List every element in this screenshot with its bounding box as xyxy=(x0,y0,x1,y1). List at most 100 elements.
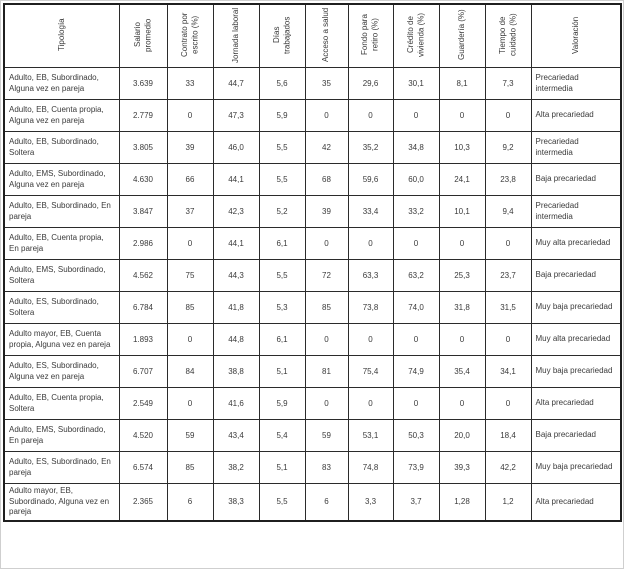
column-header-credito: Crédito de vivienda (%) xyxy=(392,3,440,68)
cell-tipologia: Adulto, ES, Subordinado, Alguna vez en p… xyxy=(3,355,120,388)
cell-tiempo: 18,4 xyxy=(484,419,532,452)
cell-salario: 6.707 xyxy=(118,355,168,388)
column-header-dias: Días trabajados xyxy=(258,3,306,68)
cell-guarderia: 0 xyxy=(438,227,486,260)
cell-salario: 3.805 xyxy=(118,131,168,164)
column-header-guarderia: Guardería (%) xyxy=(438,3,486,68)
cell-guarderia: 25,3 xyxy=(438,259,486,292)
cell-contrato: 85 xyxy=(166,451,214,484)
cell-guarderia: 0 xyxy=(438,323,486,356)
cell-valoracion: Precariedad intermedia xyxy=(530,67,622,100)
cell-contrato: 66 xyxy=(166,163,214,196)
cell-acceso: 0 xyxy=(304,227,349,260)
column-header-jornada: Jornada laboral xyxy=(212,3,260,68)
cell-acceso: 83 xyxy=(304,451,349,484)
column-header-label: Tipología xyxy=(56,18,66,52)
cell-contrato: 33 xyxy=(166,67,214,100)
cell-tipologia: Adulto, EMS, Subordinado, Alguna vez en … xyxy=(3,163,120,196)
cell-credito: 0 xyxy=(392,387,440,420)
cell-acceso: 35 xyxy=(304,67,349,100)
column-header-label: Jornada laboral xyxy=(230,7,240,63)
cell-contrato: 59 xyxy=(166,419,214,452)
cell-tiempo: 0 xyxy=(484,387,532,420)
cell-fondo: 75,4 xyxy=(347,355,394,388)
column-header-tiempo: Tiempo de cuidado (%) xyxy=(484,3,532,68)
cell-salario: 3.847 xyxy=(118,195,168,228)
cell-fondo: 0 xyxy=(347,323,394,356)
cell-acceso: 0 xyxy=(304,387,349,420)
cell-dias: 5,5 xyxy=(258,482,306,522)
cell-salario: 2.779 xyxy=(118,99,168,132)
cell-acceso: 6 xyxy=(304,482,349,522)
cell-fondo: 73,8 xyxy=(347,291,394,324)
cell-contrato: 84 xyxy=(166,355,214,388)
cell-guarderia: 24,1 xyxy=(438,163,486,196)
cell-dias: 5,1 xyxy=(258,355,306,388)
cell-tiempo: 1,2 xyxy=(484,482,532,522)
column-header-valoracion: Valoración xyxy=(530,3,622,68)
table-row: Adulto mayor, EB, Subordinado, Alguna ve… xyxy=(3,482,622,522)
cell-valoracion: Baja precariedad xyxy=(530,419,622,452)
cell-acceso: 59 xyxy=(304,419,349,452)
cell-valoracion: Precariedad intermedia xyxy=(530,195,622,228)
cell-valoracion: Alta precariedad xyxy=(530,482,622,522)
table-row: Adulto, EB, Cuenta propia, Soltera 2.549 0… xyxy=(3,387,622,420)
column-header-salario: Salario promedio xyxy=(118,3,168,68)
cell-tipologia: Adulto, EB, Cuenta propia, Alguna vez en… xyxy=(3,99,120,132)
column-header-label: Salario promedio xyxy=(132,18,152,52)
cell-credito: 0 xyxy=(392,99,440,132)
cell-tipologia: Adulto, EB, Cuenta propia, En pareja xyxy=(3,227,120,260)
cell-guarderia: 0 xyxy=(438,387,486,420)
cell-tiempo: 9,2 xyxy=(484,131,532,164)
cell-credito: 73,9 xyxy=(392,451,440,484)
cell-credito: 63,2 xyxy=(392,259,440,292)
cell-dias: 5,2 xyxy=(258,195,306,228)
cell-dias: 5,5 xyxy=(258,163,306,196)
cell-credito: 74,9 xyxy=(392,355,440,388)
cell-fondo: 74,8 xyxy=(347,451,394,484)
cell-acceso: 0 xyxy=(304,323,349,356)
column-header-label: Fondo para retiro (%) xyxy=(360,14,380,56)
header-row: Tipología Salario promedio Contrato por es… xyxy=(3,3,622,68)
cell-guarderia: 0 xyxy=(438,99,486,132)
cell-dias: 5,1 xyxy=(258,451,306,484)
cell-acceso: 72 xyxy=(304,259,349,292)
column-header-label: Valoración xyxy=(570,16,580,54)
cell-salario: 4.520 xyxy=(118,419,168,452)
cell-dias: 5,9 xyxy=(258,99,306,132)
cell-fondo: 0 xyxy=(347,387,394,420)
cell-tiempo: 23,7 xyxy=(484,259,532,292)
cell-jornada: 38,2 xyxy=(212,451,260,484)
cell-credito: 34,8 xyxy=(392,131,440,164)
cell-tipologia: Adulto, EB, Subordinado, En pareja xyxy=(3,195,120,228)
cell-tipologia: Adulto, EB, Cuenta propia, Soltera xyxy=(3,387,120,420)
cell-tiempo: 7,3 xyxy=(484,67,532,100)
column-header-label: Acceso a salud xyxy=(321,7,331,63)
cell-valoracion: Alta precariedad xyxy=(530,387,622,420)
cell-tipologia: Adulto, ES, Subordinado, En pareja xyxy=(3,451,120,484)
table-body: Adulto, EB, Subordinado, Alguna vez en p… xyxy=(3,67,622,522)
column-header-label: Contrato por escrito (%) xyxy=(179,12,199,58)
cell-guarderia: 10,3 xyxy=(438,131,486,164)
cell-jornada: 44,1 xyxy=(212,163,260,196)
cell-credito: 60,0 xyxy=(392,163,440,196)
cell-acceso: 42 xyxy=(304,131,349,164)
column-header-fondo: Fondo para retiro (%) xyxy=(347,3,394,68)
column-header-contrato: Contrato por escrito (%) xyxy=(166,3,214,68)
table-row: Adulto, EB, Subordinado, Soltera 3.805 39 4… xyxy=(3,131,622,164)
cell-salario: 2.549 xyxy=(118,387,168,420)
cell-jornada: 41,8 xyxy=(212,291,260,324)
cell-jornada: 42,3 xyxy=(212,195,260,228)
table-row: Adulto, ES, Subordinado, En pareja 6.574 8… xyxy=(3,451,622,484)
cell-guarderia: 39,3 xyxy=(438,451,486,484)
cell-tiempo: 9,4 xyxy=(484,195,532,228)
column-header-label: Tiempo de cuidado (%) xyxy=(497,13,517,57)
cell-tiempo: 0 xyxy=(484,99,532,132)
cell-contrato: 0 xyxy=(166,387,214,420)
cell-jornada: 44,1 xyxy=(212,227,260,260)
cell-tipologia: Adulto mayor, EB, Subordinado, Alguna ve… xyxy=(3,482,120,522)
table-row: Adulto, EB, Cuenta propia, En pareja 2.98… xyxy=(3,227,622,260)
cell-contrato: 6 xyxy=(166,482,214,522)
cell-contrato: 37 xyxy=(166,195,214,228)
cell-salario: 1.893 xyxy=(118,323,168,356)
